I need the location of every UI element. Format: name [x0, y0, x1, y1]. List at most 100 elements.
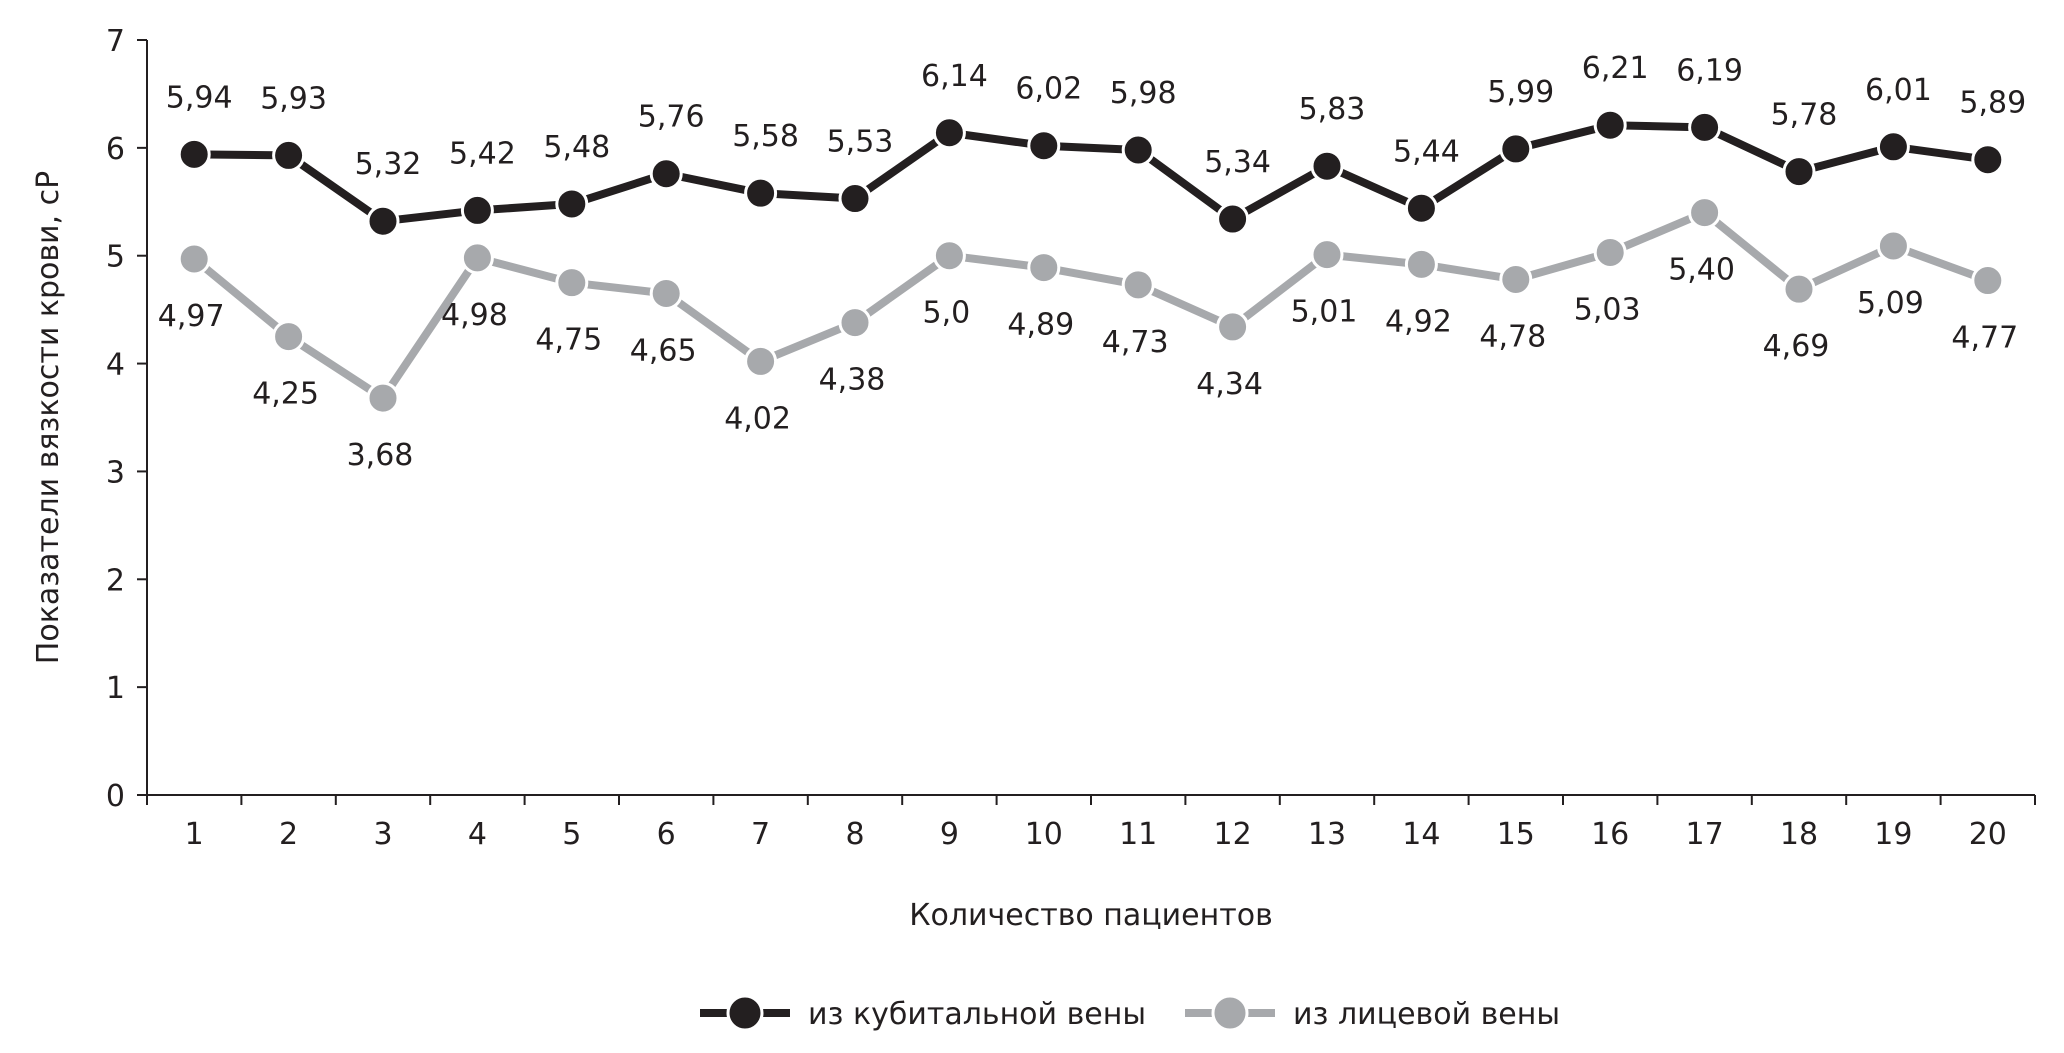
data-label: 4,89	[1007, 308, 1074, 343]
x-tick-label: 2	[279, 817, 298, 852]
data-label: 4,98	[441, 298, 508, 333]
data-label: 6,21	[1582, 51, 1649, 86]
data-label: 5,0	[923, 296, 971, 331]
data-label: 5,93	[260, 81, 327, 116]
data-point	[555, 266, 589, 300]
data-point	[838, 306, 872, 340]
data-point	[1404, 247, 1438, 281]
x-tick-label: 16	[1591, 817, 1629, 852]
data-point	[649, 157, 683, 191]
data-label: 4,25	[252, 377, 319, 412]
series-1	[177, 108, 2005, 238]
data-point	[1310, 238, 1344, 272]
data-point	[838, 182, 872, 216]
data-label: 5,34	[1204, 145, 1271, 180]
legend-label: из лицевой вены	[1293, 997, 1560, 1032]
data-point	[1499, 262, 1533, 296]
data-label: 4,69	[1763, 329, 1830, 364]
data-point	[1593, 108, 1627, 142]
data-point	[1027, 129, 1061, 163]
data-label: 4,65	[630, 333, 697, 368]
data-point	[1782, 272, 1816, 306]
x-tick-label: 14	[1402, 817, 1440, 852]
data-point	[555, 187, 589, 221]
x-tick-label: 4	[468, 817, 487, 852]
data-label: 5,98	[1110, 76, 1177, 111]
data-point	[1404, 191, 1438, 225]
x-tick-label: 9	[940, 817, 959, 852]
data-point	[1027, 251, 1061, 285]
data-point	[1121, 268, 1155, 302]
y-tick-label: 5	[106, 240, 125, 275]
data-point	[460, 193, 494, 227]
data-point	[1971, 143, 2005, 177]
x-tick-label: 17	[1686, 817, 1724, 852]
data-label: 3,68	[347, 438, 414, 473]
x-tick-label: 19	[1874, 817, 1912, 852]
data-point	[1688, 110, 1722, 144]
y-axis-title: Показатели вязкости крови, cP	[31, 171, 66, 664]
data-point	[1310, 149, 1344, 183]
data-label: 5,44	[1393, 134, 1460, 169]
data-point	[1782, 155, 1816, 189]
data-label: 4,38	[819, 363, 886, 398]
y-tick-label: 2	[106, 563, 125, 598]
data-label: 5,01	[1291, 295, 1358, 330]
data-point	[177, 137, 211, 171]
data-point	[744, 176, 778, 210]
data-label: 4,97	[158, 299, 225, 334]
y-tick-label: 6	[106, 132, 125, 167]
legend-swatch-marker	[1211, 994, 1249, 1032]
data-point	[1121, 133, 1155, 167]
data-point	[1216, 310, 1250, 344]
data-point	[932, 116, 966, 150]
data-label: 5,32	[355, 147, 422, 182]
data-label: 4,02	[724, 401, 791, 436]
x-tick-label: 7	[751, 817, 770, 852]
x-tick-label: 13	[1308, 817, 1346, 852]
data-label: 6,19	[1676, 53, 1743, 88]
data-label: 5,42	[449, 136, 516, 171]
data-label: 5,76	[638, 100, 705, 135]
data-point	[1216, 202, 1250, 236]
x-tick-label: 1	[185, 817, 204, 852]
x-tick-label: 20	[1969, 817, 2007, 852]
data-point	[366, 204, 400, 238]
data-label: 4,73	[1102, 325, 1169, 360]
y-tick-label: 3	[106, 455, 125, 490]
data-label: 6,02	[1015, 72, 1082, 107]
x-tick-label: 5	[562, 817, 581, 852]
data-label: 4,75	[535, 323, 602, 358]
data-point	[932, 239, 966, 273]
x-tick-label: 6	[657, 817, 676, 852]
series-2	[177, 196, 2005, 415]
x-tick-label: 3	[373, 817, 392, 852]
x-tick-label: 10	[1025, 817, 1063, 852]
data-point	[1876, 229, 1910, 263]
data-label: 6,01	[1865, 73, 1932, 108]
series-layer	[177, 108, 2005, 415]
data-label: 5,48	[543, 130, 610, 165]
legend-label: из кубитальной вены	[808, 997, 1146, 1032]
data-label: 5,58	[732, 119, 799, 154]
data-label: 6,14	[921, 59, 988, 94]
legend-swatch-marker	[726, 994, 764, 1032]
data-label: 5,94	[166, 80, 233, 115]
legend: из кубитальной вены из лицевой вены	[700, 994, 1560, 1032]
data-point	[1688, 196, 1722, 230]
x-tick-label: 12	[1214, 817, 1252, 852]
data-label: 5,78	[1771, 98, 1838, 133]
data-label: 5,99	[1487, 75, 1554, 110]
legend-item-2: из лицевой вены	[1185, 994, 1560, 1032]
y-tick-label: 0	[106, 779, 125, 814]
data-label: 4,34	[1196, 367, 1263, 402]
data-label: 4,78	[1479, 319, 1546, 354]
data-label: 5,40	[1668, 253, 1735, 288]
data-point	[1876, 130, 1910, 164]
data-label: 5,89	[1959, 86, 2026, 121]
x-tick-label: 11	[1119, 817, 1157, 852]
y-tick-label: 7	[106, 24, 125, 59]
data-point	[1593, 235, 1627, 269]
